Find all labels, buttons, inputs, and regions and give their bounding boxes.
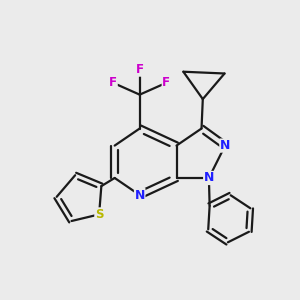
Text: N: N xyxy=(134,188,145,202)
Text: F: F xyxy=(109,76,117,89)
Text: N: N xyxy=(204,172,214,184)
Text: S: S xyxy=(95,208,103,221)
Text: F: F xyxy=(162,76,170,89)
Text: N: N xyxy=(220,139,230,152)
Text: F: F xyxy=(136,63,144,76)
